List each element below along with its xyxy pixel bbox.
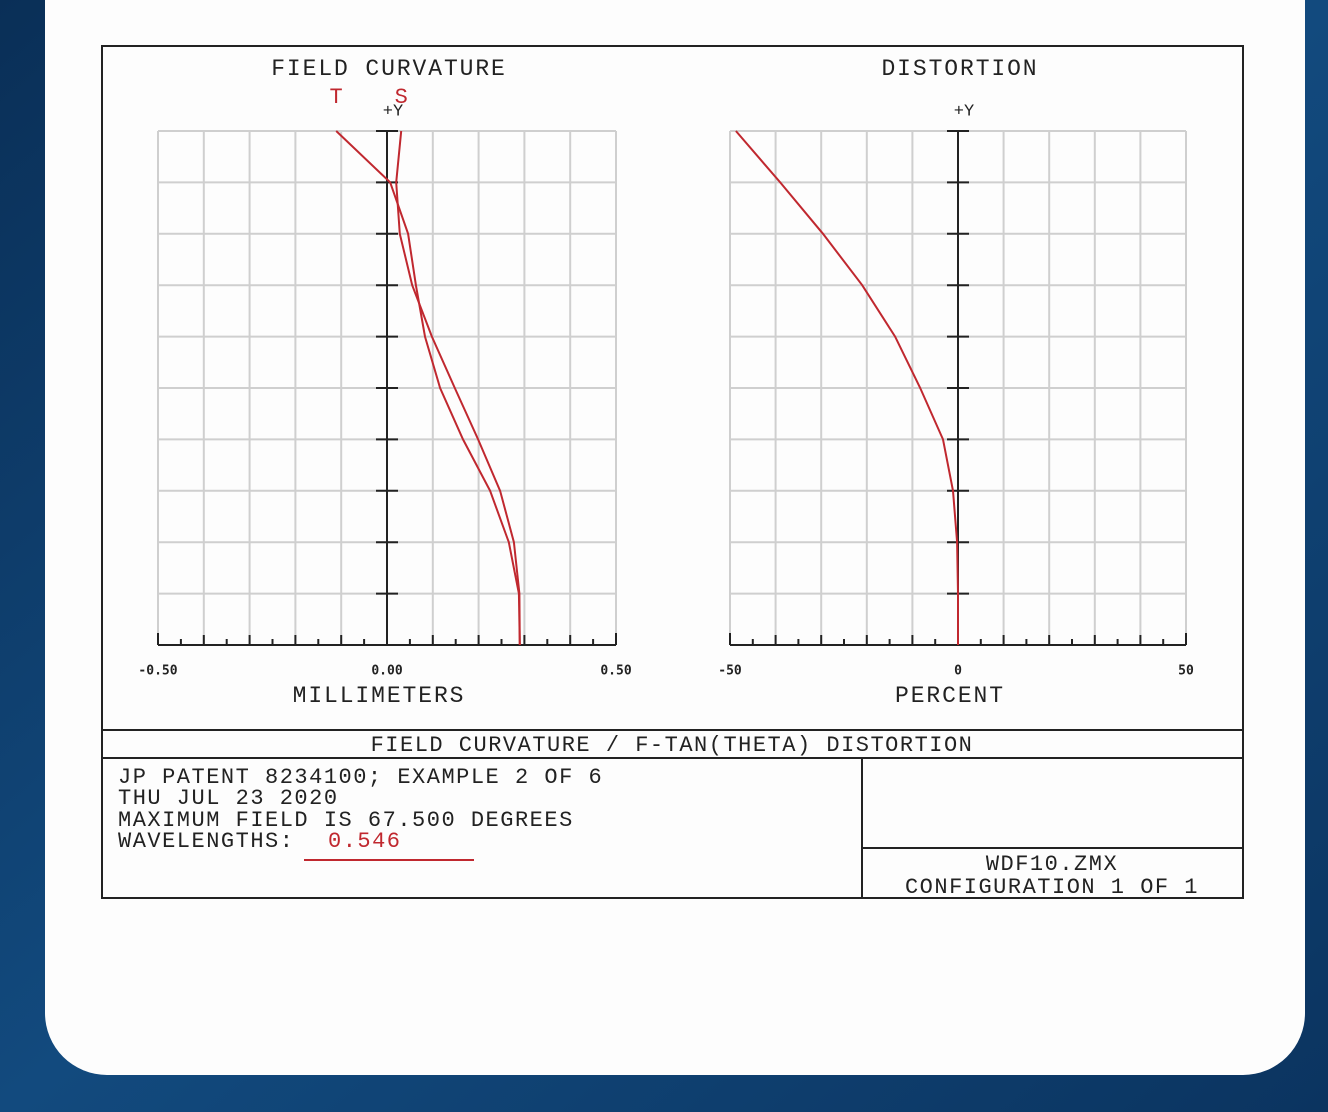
footer-line: WAVELENGTHS: [118, 829, 294, 854]
wavelength: 0.546 [328, 829, 402, 854]
card [45, 0, 1305, 1075]
x-axis-label: PERCENT [895, 683, 1005, 709]
series-label: S [395, 85, 408, 110]
footer-line: MAXIMUM FIELD IS 67.500 DEGREES [118, 808, 574, 833]
x-tick-label: 0.50 [600, 664, 631, 679]
x-tick-label: 0.00 [371, 664, 402, 679]
series-label: T [330, 85, 343, 110]
y-axis-label: +Y [954, 102, 974, 121]
x-tick-label: 50 [1178, 664, 1194, 679]
footer: FIELD CURVATURE / F-TAN(THETA) DISTORTIO… [118, 733, 1199, 900]
file-name: WDF10.ZMX [986, 852, 1118, 877]
series-line [335, 130, 521, 646]
configuration: CONFIGURATION 1 OF 1 [905, 875, 1199, 900]
x-axis-label: MILLIMETERS [293, 683, 466, 709]
series-line [395, 130, 521, 646]
footer-line: JP PATENT 8234100; EXAMPLE 2 OF 6 [118, 765, 603, 790]
frame [101, 45, 1244, 899]
x-tick-label: -0.50 [138, 664, 177, 679]
chart-title: DISTORTION [881, 56, 1038, 82]
x-tick-label: 0 [954, 664, 962, 679]
y-axis-label: +Y [383, 102, 403, 121]
chart-title: FIELD CURVATURE [271, 56, 507, 82]
x-tick-label: -50 [718, 664, 742, 679]
footer-title: FIELD CURVATURE / F-TAN(THETA) DISTORTIO… [371, 733, 974, 758]
series-line [735, 130, 959, 645]
footer-line: THU JUL 23 2020 [118, 786, 339, 811]
